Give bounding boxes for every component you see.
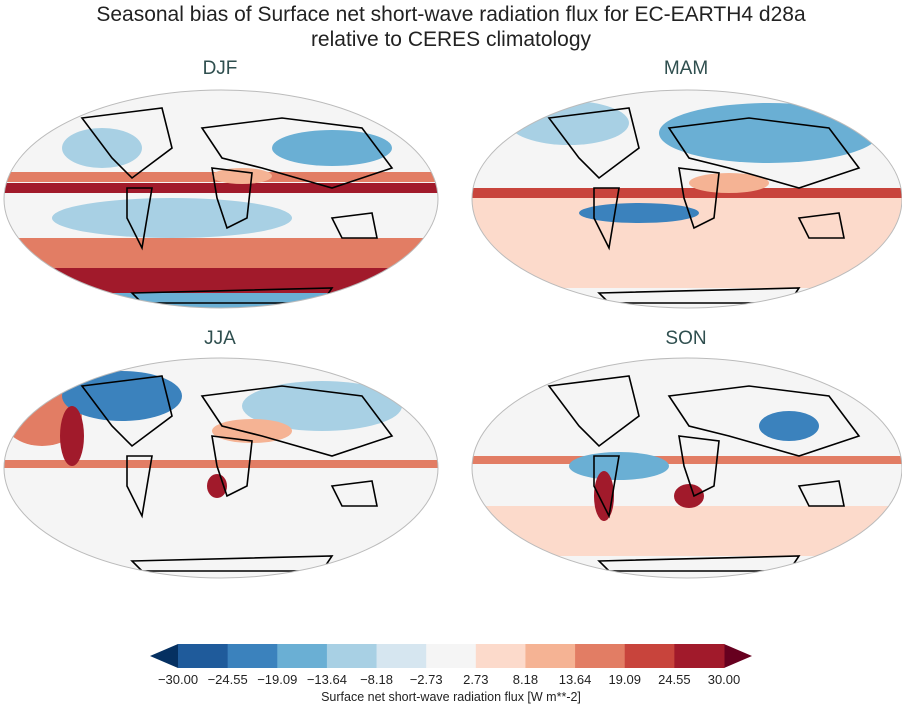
panel-title-jja: JJA (204, 328, 236, 349)
colorbar-bin (326, 644, 378, 668)
map-son (471, 357, 902, 579)
colorbar-tick-label: −30.00 (157, 672, 199, 687)
map-mam (471, 89, 902, 309)
map-djf (3, 89, 439, 309)
colorbar-tick-label: 30.00 (707, 672, 741, 687)
colorbar-bin (426, 644, 477, 668)
coastlines (80, 107, 394, 304)
coastlines (547, 375, 861, 572)
figure-title: Seasonal bias of Surface net short-wave … (0, 2, 902, 52)
colorbar-tick-label: 2.73 (463, 672, 489, 687)
coastlines (80, 375, 394, 572)
colorbar-bin (674, 644, 725, 668)
panel-title-djf: DJF (202, 58, 238, 79)
colorbar-tick-label: 8.18 (512, 672, 539, 687)
colorbar-bin (575, 644, 626, 668)
colorbar-tick-label: 13.64 (558, 672, 592, 687)
coastlines (547, 107, 861, 304)
colorbar-label: Surface net short-wave radiation flux [W… (321, 690, 581, 704)
colorbar-tick-label: −8.18 (360, 672, 393, 687)
title-line-1: Seasonal bias of Surface net short-wave … (96, 3, 806, 26)
colorbar (150, 644, 752, 668)
colorbar-bin (277, 644, 328, 668)
colorbar-tick-label: −19.09 (257, 672, 298, 687)
colorbar-tick-label: 24.55 (658, 672, 691, 687)
map-jja (3, 357, 439, 579)
colorbar-bin (624, 644, 675, 668)
colorbar-bin (178, 644, 229, 668)
panel-title-mam: MAM (663, 58, 709, 79)
colorbar-over-arrow (724, 644, 752, 668)
colorbar-tick-label: 19.09 (608, 672, 641, 687)
colorbar-bin (475, 644, 526, 668)
colorbar-tick-label: −24.55 (207, 672, 248, 687)
colorbar-bin (525, 644, 576, 668)
colorbar-tick-label: −2.73 (409, 672, 443, 687)
colorbar-tick-label: −13.64 (306, 672, 347, 687)
colorbar-bin (227, 644, 278, 668)
panel-title-son: SON (665, 328, 707, 349)
itcz-band (4, 183, 438, 193)
colorbar-under-arrow (150, 644, 178, 668)
title-line-2: relative to CERES climatology (310, 28, 592, 51)
colorbar-bin (376, 644, 427, 668)
